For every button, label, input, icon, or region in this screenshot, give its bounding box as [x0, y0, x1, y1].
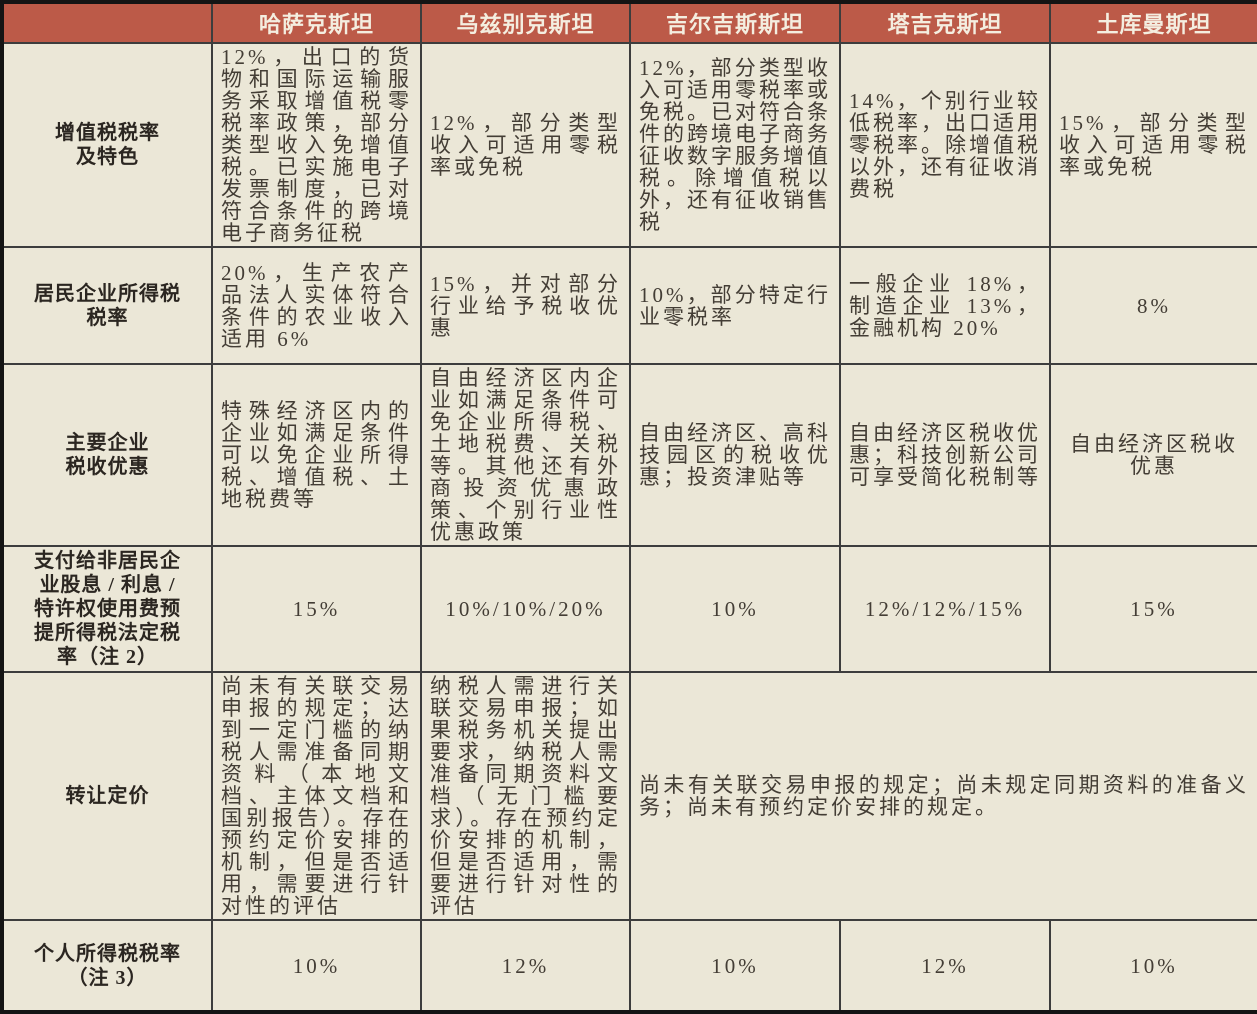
- header-cell-empty: [1, 1, 213, 44]
- row-label-cit: 居民企业所得税 税率: [1, 246, 213, 365]
- table-cell: 10%: [211, 919, 422, 1013]
- row-transfer-pricing: 转让定价 尚未有关联交易申报的规定；达到一定门槛的纳税人需准备同期资料（本地文档…: [1, 671, 1257, 921]
- table-cell: 8%: [1049, 246, 1257, 365]
- table-cell: 自由经济区、高科技园区的税收优惠；投资津贴等: [629, 363, 841, 547]
- header-row: 哈萨克斯坦 乌兹别克斯坦 吉尔吉斯斯坦 塔吉克斯坦 土库曼斯坦: [1, 1, 1257, 44]
- table-cell: 10%: [629, 545, 841, 673]
- table-cell: 特殊经济区内的企业如满足条件可以免企业所得税、增值税、土地税费等: [211, 363, 422, 547]
- table-cell: 10%: [629, 919, 841, 1013]
- row-label-incentives: 主要企业 税收优惠: [1, 363, 213, 547]
- table-cell: 12%: [839, 919, 1051, 1013]
- table-cell: 12%/12%/15%: [839, 545, 1051, 673]
- header-cell-kazakhstan: 哈萨克斯坦: [211, 1, 422, 44]
- table-cell: 10%: [1049, 919, 1257, 1013]
- row-pit: 个人所得税税率 （注 3） 10% 12% 10% 12% 10%: [1, 919, 1257, 1013]
- row-incentives: 主要企业 税收优惠 特殊经济区内的企业如满足条件可以免企业所得税、增值税、土地税…: [1, 363, 1257, 547]
- header-cell-turkmenistan: 土库曼斯坦: [1049, 1, 1257, 44]
- table-cell: 自由经济区税收优惠；科技创新公司可享受简化税制等: [839, 363, 1051, 547]
- table-cell: 12%: [420, 919, 631, 1013]
- table-cell: 12%，出口的货物和国际运输服务采取增值税零税率政策，部分类型收入免增值税。已实…: [211, 42, 422, 248]
- header-cell-kyrgyzstan: 吉尔吉斯斯坦: [629, 1, 841, 44]
- table-cell: 自由经济区内企业如满足条件可免企业所得税、土地税费、关税等。其他还有外商投资优惠…: [420, 363, 631, 547]
- table-cell: 10%，部分特定行业零税率: [629, 246, 841, 365]
- table-cell: 14%，个别行业较低税率，出口适用零税率。除增值税以外，还有征收消费税: [839, 42, 1051, 248]
- table-cell: 15%，部分类型收入可适用零税率或免税: [1049, 42, 1257, 248]
- table-cell: 15%，并对部分行业给予税收优惠: [420, 246, 631, 365]
- row-label-pit: 个人所得税税率 （注 3）: [1, 919, 213, 1013]
- table-cell: 12%，部分类型收入可适用零税率或免税。已对符合条件的跨境电子商务征收数字服务增…: [629, 42, 841, 248]
- table-cell: 12%，部分类型收入可适用零税率或免税: [420, 42, 631, 248]
- table-cell: 10%/10%/20%: [420, 545, 631, 673]
- header-cell-tajikistan: 塔吉克斯坦: [839, 1, 1051, 44]
- table-cell-merged: 尚未有关联交易申报的规定；尚未规定同期资料的准备义务；尚未有预约定价安排的规定。: [629, 671, 1257, 921]
- table-cell: 一般企业 18%，制造企业 13%，金融机构 20%: [839, 246, 1051, 365]
- table-cell: 15%: [211, 545, 422, 673]
- row-cit: 居民企业所得税 税率 20%，生产农产品法人实体符合条件的农业收入适用 6% 1…: [1, 246, 1257, 365]
- row-label-vat: 增值税税率 及特色: [1, 42, 213, 248]
- row-vat: 增值税税率 及特色 12%，出口的货物和国际运输服务采取增值税零税率政策，部分类…: [1, 42, 1257, 248]
- row-label-transfer-pricing: 转让定价: [1, 671, 213, 921]
- table-cell: 纳税人需进行关联交易申报；如果税务机关提出要求，纳税人需准备同期资料文档（无门槛…: [420, 671, 631, 921]
- table-cell: 尚未有关联交易申报的规定；达到一定门槛的纳税人需准备同期资料（本地文档、主体文档…: [211, 671, 422, 921]
- row-withholding: 支付给非居民企 业股息 / 利息 / 特许权使用费预 提所得税法定税 率（注 2…: [1, 545, 1257, 673]
- header-cell-uzbekistan: 乌兹别克斯坦: [420, 1, 631, 44]
- row-label-withholding: 支付给非居民企 业股息 / 利息 / 特许权使用费预 提所得税法定税 率（注 2…: [1, 545, 213, 673]
- table-cell: 15%: [1049, 545, 1257, 673]
- table-cell: 20%，生产农产品法人实体符合条件的农业收入适用 6%: [211, 246, 422, 365]
- table-cell: 自由经济区税收优惠: [1049, 363, 1257, 547]
